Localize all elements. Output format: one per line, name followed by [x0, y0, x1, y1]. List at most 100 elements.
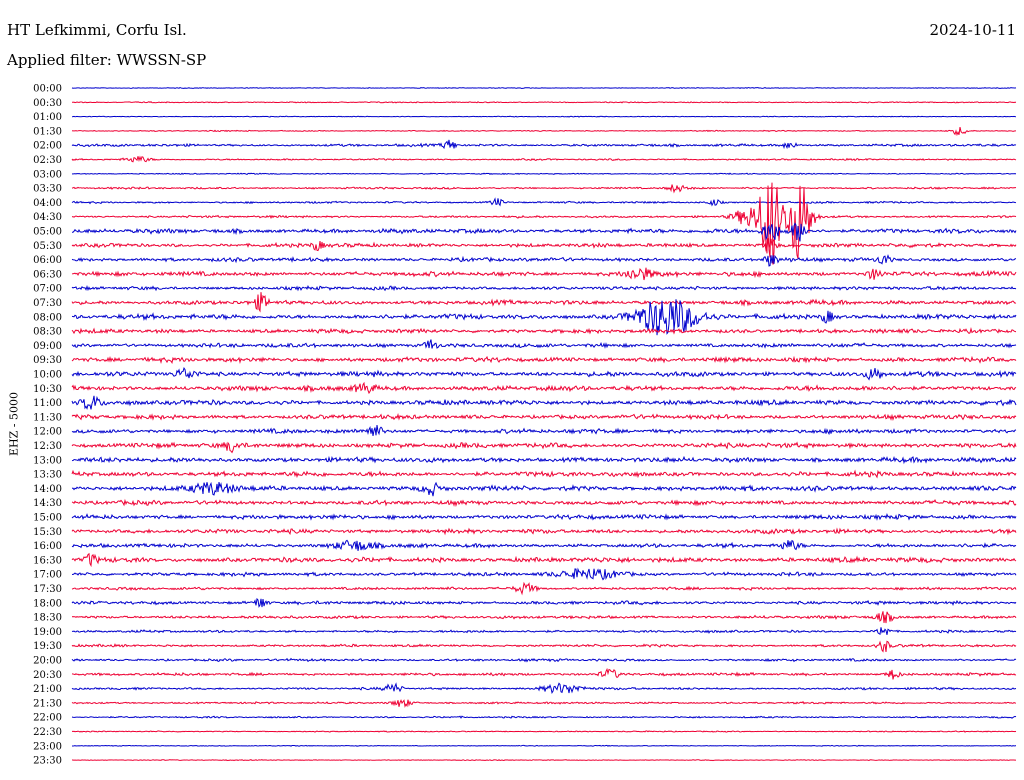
seismic-trace [71, 339, 1017, 349]
time-tick-label: 03:00 [33, 169, 62, 180]
seismic-trace [71, 552, 1017, 568]
time-tick-label: 18:00 [33, 598, 62, 609]
seismic-trace [71, 155, 1017, 163]
time-tick-label: 14:00 [33, 484, 62, 495]
seismic-trace [71, 469, 1017, 479]
seismic-trace [71, 455, 1017, 465]
seismic-trace [71, 498, 1017, 507]
seismic-trace [71, 222, 1017, 242]
time-tick-label: 01:30 [33, 126, 62, 137]
seismic-trace [71, 715, 1017, 719]
time-tick-label: 05:30 [33, 241, 62, 252]
seismic-trace [71, 126, 1017, 137]
time-tick-label: 10:30 [33, 384, 62, 395]
time-tick-label: 11:30 [33, 412, 62, 423]
time-tick-label: 12:00 [33, 427, 62, 438]
seismic-trace [71, 299, 1017, 336]
time-tick-label: 16:30 [33, 555, 62, 566]
seismic-trace [71, 581, 1017, 596]
time-tick-label: 04:00 [33, 198, 62, 209]
seismic-trace [71, 412, 1017, 421]
time-tick-label: 14:30 [33, 498, 62, 509]
seismic-trace [71, 292, 1017, 313]
seismic-trace [71, 759, 1016, 762]
time-tick-label: 00:30 [33, 98, 62, 109]
seismic-trace [71, 395, 1017, 410]
time-tick-label: 15:30 [33, 527, 62, 538]
time-tick-label: 18:30 [33, 613, 62, 624]
seismic-trace [71, 115, 1017, 118]
seismic-trace [71, 512, 1017, 521]
time-tick-label: 23:30 [33, 756, 62, 767]
seismic-trace [71, 682, 1017, 694]
time-tick-label: 21:30 [33, 698, 62, 709]
time-tick-label: 00:00 [33, 84, 62, 95]
filter-label: Applied filter: WWSSN-SP [7, 51, 207, 69]
time-tick-label: 08:00 [33, 312, 62, 323]
time-tick-label: 07:30 [33, 298, 62, 309]
seismic-trace [71, 627, 1017, 636]
seismic-trace [71, 238, 1017, 252]
seismic-trace [71, 730, 1017, 733]
seismic-trace [71, 86, 1017, 89]
time-tick-label: 17:30 [33, 584, 62, 595]
seismic-trace [71, 367, 1017, 381]
time-tick-label: 01:00 [33, 112, 62, 123]
seismic-trace [71, 744, 1017, 747]
time-tick-label: 04:30 [33, 212, 62, 223]
time-tick-label: 16:00 [33, 541, 62, 552]
seismic-trace [71, 139, 1017, 150]
time-tick-label: 03:30 [33, 184, 62, 195]
time-tick-label: 06:30 [33, 269, 62, 280]
time-tick-label: 10:00 [33, 370, 62, 381]
seismic-trace [71, 254, 1017, 267]
time-tick-label: 20:00 [33, 656, 62, 667]
seismic-trace [71, 424, 1017, 436]
time-tick-label: 11:00 [33, 398, 62, 409]
seismic-trace [71, 640, 1017, 653]
time-tick-label: 12:30 [33, 441, 62, 452]
seismic-trace [71, 267, 1017, 281]
time-tick-label: 15:00 [33, 513, 62, 524]
seismic-trace [71, 481, 1017, 497]
time-tick-label: 21:00 [33, 684, 62, 695]
time-tick-label: 19:30 [33, 641, 62, 652]
time-tick-label: 17:00 [33, 570, 62, 581]
seismic-trace [71, 441, 1017, 454]
seismic-trace [71, 197, 1017, 207]
seismic-trace [71, 597, 1017, 608]
time-tick-label: 22:00 [33, 713, 62, 724]
time-tick-label: 08:30 [33, 327, 62, 338]
time-tick-label: 07:00 [33, 284, 62, 295]
seismic-trace [71, 381, 1017, 395]
seismic-trace [71, 284, 1017, 292]
time-tick-label: 06:00 [33, 255, 62, 266]
record-date: 2024-10-11 [929, 21, 1016, 39]
seismic-trace [71, 699, 1017, 708]
seismic-trace [71, 539, 1017, 551]
time-tick-label: 13:30 [33, 470, 62, 481]
station-title: HT Lefkimmi, Corfu Isl. [7, 21, 187, 39]
seismic-trace [71, 667, 1017, 680]
time-tick-label: 20:30 [33, 670, 62, 681]
seismic-trace [71, 327, 1017, 335]
seismic-trace [71, 184, 1017, 194]
seismic-trace [71, 657, 1017, 663]
time-tick-label: 02:30 [33, 155, 62, 166]
time-tick-label: 23:00 [33, 741, 62, 752]
seismic-trace [71, 101, 1017, 104]
time-tick-label: 05:00 [33, 227, 62, 238]
seismic-trace [71, 355, 1017, 365]
time-tick-label: 13:00 [33, 455, 62, 466]
seismic-trace [71, 611, 1017, 624]
seismic-trace [71, 527, 1017, 536]
seismic-trace [71, 182, 1017, 265]
time-tick-label: 19:00 [33, 627, 62, 638]
time-tick-label: 09:30 [33, 355, 62, 366]
time-tick-label: 02:00 [33, 141, 62, 152]
seismic-trace [71, 172, 1017, 176]
time-tick-label: 09:00 [33, 341, 62, 352]
seismic-trace [71, 567, 1017, 581]
